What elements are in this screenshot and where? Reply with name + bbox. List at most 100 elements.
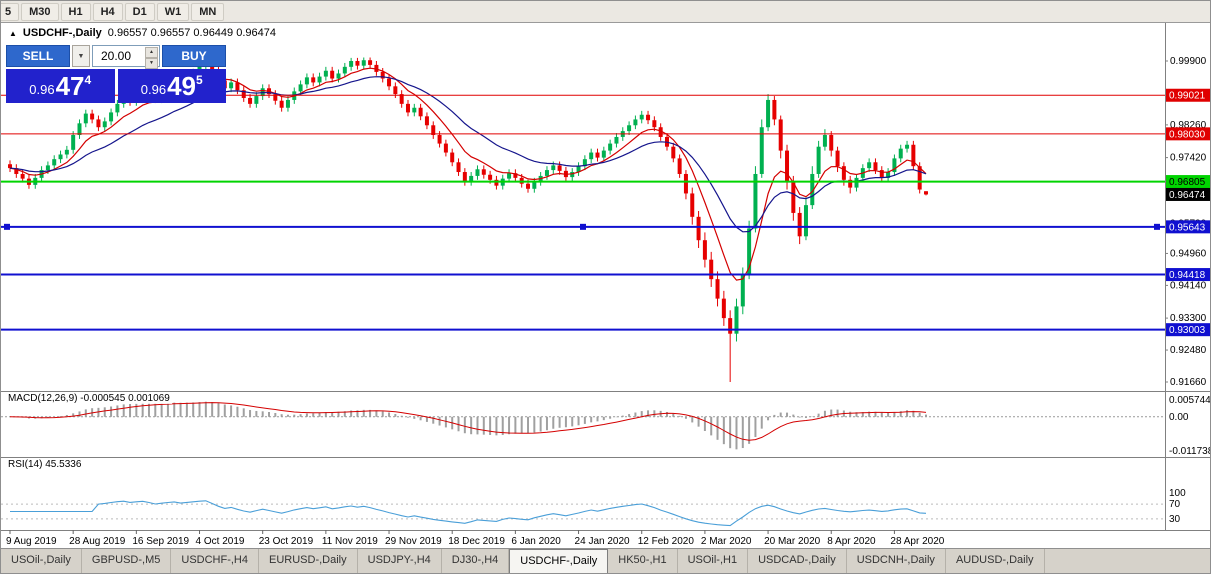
price-level-badge: 0.95643	[1166, 220, 1210, 234]
buy-price-display[interactable]: 0.96 49 5	[117, 69, 226, 103]
chevron-down-icon: ▼	[77, 52, 85, 60]
candle-body	[58, 154, 63, 160]
buy-button[interactable]: BUY	[162, 45, 226, 67]
candle-body	[671, 146, 676, 159]
candle-body	[873, 162, 878, 171]
symbol-label: USDCHF-,Daily	[22, 27, 102, 39]
chart-tab-usdchf-h4[interactable]: USDCHF-,H4	[171, 549, 259, 573]
candle-body	[443, 143, 448, 153]
price-tick-label: 0.94140	[1170, 280, 1207, 291]
volume-increase-button[interactable]: ▲	[145, 47, 158, 58]
line-handle[interactable]	[580, 223, 586, 230]
candle-body	[298, 84, 303, 92]
candle-body	[892, 158, 897, 173]
moving-average-line-20[interactable]	[9, 76, 927, 233]
candle-body	[728, 318, 733, 334]
candle-body	[418, 107, 423, 117]
candlestick-plot[interactable]	[8, 57, 928, 382]
macd-scale-tick: 0.005744	[1169, 395, 1211, 406]
candle-body	[911, 144, 916, 167]
candle-body	[462, 172, 467, 182]
volume-decrease-button[interactable]: ▼	[145, 58, 158, 69]
sell-button[interactable]: SELL	[6, 45, 70, 67]
sell-price-display[interactable]: 0.96 47 4	[6, 69, 115, 103]
candle-body	[544, 170, 549, 176]
chart-tab-eurusd-daily[interactable]: EURUSD-,Daily	[259, 549, 358, 573]
candle-body	[304, 77, 309, 85]
candle-body	[835, 150, 840, 167]
chart-tab-hk50-h1[interactable]: HK50-,H1	[608, 549, 678, 573]
candle-body	[627, 125, 632, 132]
candle-body	[721, 298, 726, 319]
candle-body	[917, 166, 922, 190]
candle-body	[551, 165, 556, 171]
chart-tab-usdchf-daily[interactable]: USDCHF-,Daily	[509, 549, 609, 573]
candle-body	[475, 169, 480, 176]
candle-body	[816, 146, 821, 174]
line-handle[interactable]	[1154, 223, 1160, 230]
chart-tab-usoil-h1[interactable]: USOil-,H1	[678, 549, 749, 573]
candle-body	[254, 96, 259, 104]
chart-window[interactable]: 0.005744 0.00 -0.011738 100 70 30 0.99900 0.982…	[1, 23, 1211, 550]
candle-body	[905, 144, 910, 149]
date-label: 11 Nov 2019	[322, 536, 378, 547]
chart-tab-usoil-daily[interactable]: USOil-,Daily	[1, 549, 82, 573]
price-tick-label: 0.92480	[1170, 345, 1207, 356]
candle-body	[803, 205, 808, 237]
chart-tab-usdjpy-h4[interactable]: USDJPY-,H4	[358, 549, 442, 573]
candle-body	[336, 73, 341, 79]
chart-tab-gbpusd-m5[interactable]: GBPUSD-,M5	[82, 549, 172, 573]
timeframe-button-m30[interactable]: M30	[21, 2, 59, 21]
candle-body	[841, 166, 846, 180]
date-label: 12 Feb 2020	[638, 536, 695, 547]
one-click-trading-panel: SELL ▼ 20.00 ▲ ▼ BUY 0.96 47 4	[6, 45, 226, 103]
trade-panel-collapse-icon[interactable]: ▲	[9, 28, 17, 38]
candle-body	[652, 120, 657, 128]
price-tick-label: 0.98260	[1170, 120, 1207, 131]
chart-tab-usdcad-daily[interactable]: USDCAD-,Daily	[748, 549, 847, 573]
chart-tab-dj30-h4[interactable]: DJ30-,H4	[442, 549, 510, 573]
candle-body	[810, 173, 815, 206]
candle-body	[456, 162, 461, 173]
candle-body	[822, 135, 827, 147]
timeframe-button-h4[interactable]: H4	[92, 2, 123, 21]
sell-price-sup: 4	[84, 73, 92, 87]
price-level-badge: 0.94418	[1166, 268, 1210, 282]
candle-body	[772, 99, 777, 120]
date-label: 8 Apr 2020	[827, 536, 876, 547]
chart-tab-usdcnh-daily[interactable]: USDCNH-,Daily	[847, 549, 946, 573]
candle-body	[8, 164, 12, 169]
chart-tab-audusd-daily[interactable]: AUDUSD-,Daily	[946, 549, 1045, 573]
candle-body	[513, 173, 518, 178]
date-label: 4 Oct 2019	[196, 536, 245, 547]
volume-input[interactable]: 20.00 ▲ ▼	[92, 45, 160, 69]
candle-body	[431, 125, 436, 136]
candle-body	[683, 173, 688, 194]
timeframe-button-5[interactable]: 5	[1, 2, 20, 21]
candle-body	[20, 173, 25, 179]
timeframe-button-w1[interactable]: W1	[156, 2, 190, 21]
timeframe-button-mn[interactable]: MN	[191, 2, 225, 21]
timeframe-button-h1[interactable]: H1	[60, 2, 91, 21]
candle-body	[582, 159, 587, 167]
date-label: 6 Jan 2020	[511, 536, 561, 547]
candle-body	[488, 174, 493, 180]
candle-body	[273, 94, 278, 101]
date-label: 28 Aug 2019	[69, 536, 126, 547]
svg-text:0.99021: 0.99021	[1169, 91, 1206, 102]
candle-body	[715, 279, 720, 299]
candle-body	[481, 169, 486, 175]
timeframe-button-d1[interactable]: D1	[124, 2, 155, 21]
chart-tab-bar: USOil-,Daily GBPUSD-,M5 USDCHF-,H4 EURUSD-,…	[1, 548, 1210, 573]
volume-dropdown-button[interactable]: ▼	[72, 45, 90, 67]
candle-body	[342, 66, 347, 74]
timeframe-toolbar: 5 M30 H1 H4 D1 W1 MN	[1, 1, 1210, 23]
macd-indicator-label: MACD(12,26,9) -0.000545 0.001069	[6, 393, 172, 404]
candle-body	[526, 183, 531, 189]
candle-body	[361, 60, 366, 66]
line-handle[interactable]	[4, 223, 10, 230]
candle-body	[349, 61, 354, 67]
candle-body	[323, 70, 328, 77]
